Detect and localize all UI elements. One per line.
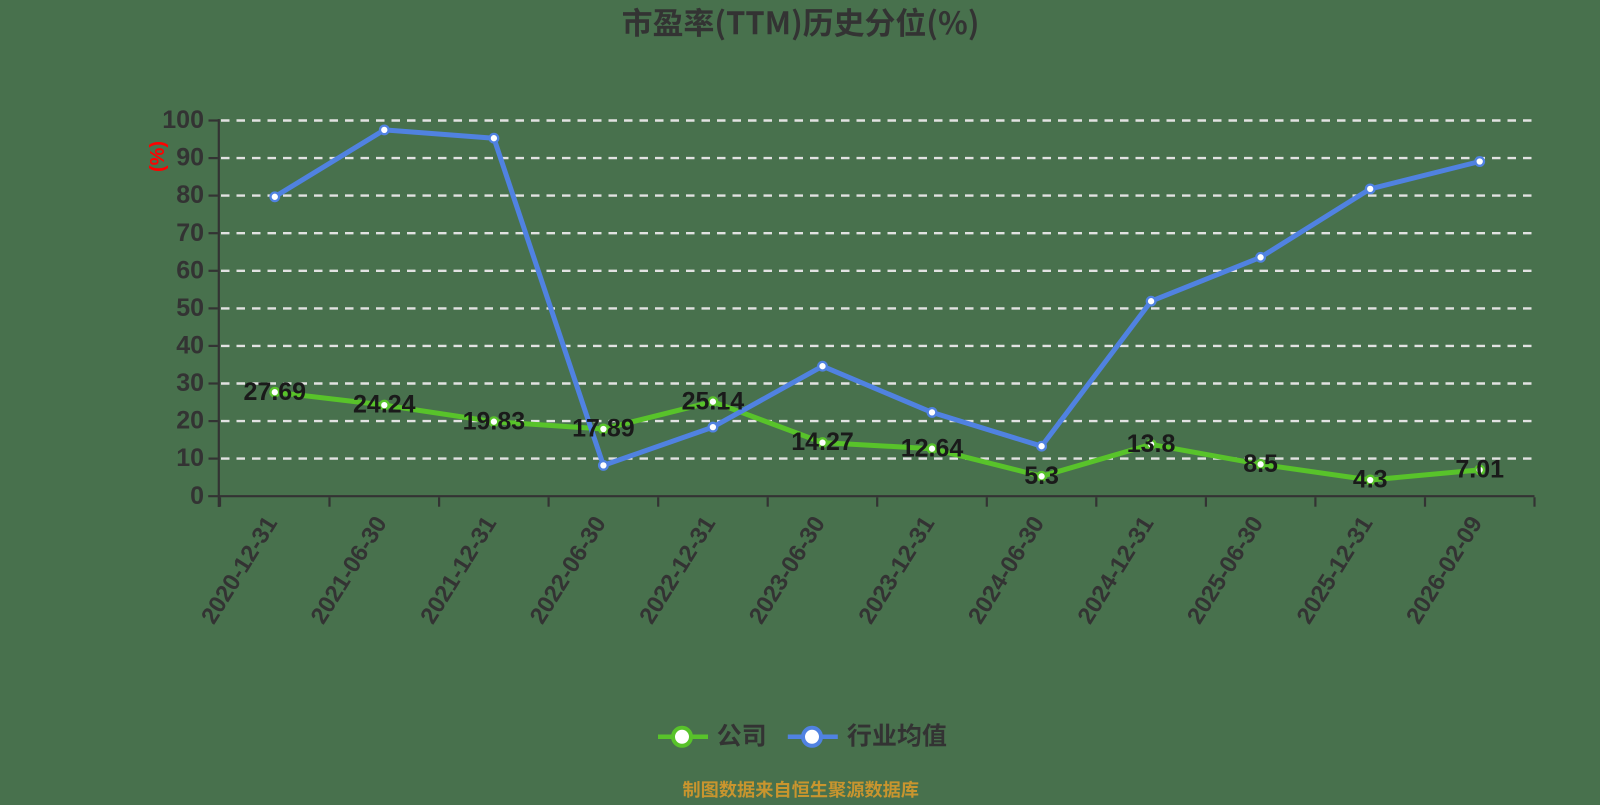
svg-text:25.14: 25.14 — [682, 387, 745, 415]
svg-text:2021-12-31: 2021-12-31 — [416, 512, 502, 629]
svg-text:27.69: 27.69 — [244, 378, 307, 406]
svg-text:2025-06-30: 2025-06-30 — [1183, 512, 1269, 629]
svg-text:2021-06-30: 2021-06-30 — [306, 512, 392, 629]
svg-text:2024-06-30: 2024-06-30 — [964, 512, 1050, 629]
svg-text:14.27: 14.27 — [791, 428, 854, 456]
svg-text:19.83: 19.83 — [463, 407, 526, 435]
svg-text:30: 30 — [176, 369, 204, 397]
svg-text:2026-02-09: 2026-02-09 — [1402, 512, 1488, 629]
svg-text:13.8: 13.8 — [1127, 430, 1176, 458]
svg-text:100: 100 — [162, 106, 204, 134]
svg-text:8.5: 8.5 — [1243, 450, 1278, 478]
svg-text:2022-06-30: 2022-06-30 — [525, 512, 611, 629]
svg-text:24.24: 24.24 — [353, 391, 416, 419]
svg-text:5.3: 5.3 — [1024, 462, 1059, 490]
svg-text:12.64: 12.64 — [901, 434, 964, 462]
svg-text:80: 80 — [176, 181, 204, 209]
svg-text:2025-12-31: 2025-12-31 — [1292, 512, 1378, 629]
svg-text:4.3: 4.3 — [1353, 466, 1388, 494]
svg-text:7.01: 7.01 — [1455, 456, 1504, 484]
svg-text:50: 50 — [176, 294, 204, 322]
svg-text:(%): (%) — [147, 141, 169, 172]
svg-text:10: 10 — [176, 444, 204, 472]
svg-text:2024-12-31: 2024-12-31 — [1073, 512, 1159, 629]
svg-text:17.89: 17.89 — [572, 415, 635, 443]
svg-text:2020-12-31: 2020-12-31 — [197, 512, 283, 629]
svg-text:60: 60 — [176, 256, 204, 284]
svg-text:70: 70 — [176, 219, 204, 247]
svg-text:20: 20 — [176, 407, 204, 435]
svg-text:2023-12-31: 2023-12-31 — [854, 512, 940, 629]
svg-text:2022-12-31: 2022-12-31 — [635, 512, 721, 629]
svg-text:2023-06-30: 2023-06-30 — [745, 512, 831, 629]
svg-text:90: 90 — [176, 144, 204, 172]
svg-text:0: 0 — [190, 482, 204, 510]
svg-text:40: 40 — [176, 332, 204, 360]
